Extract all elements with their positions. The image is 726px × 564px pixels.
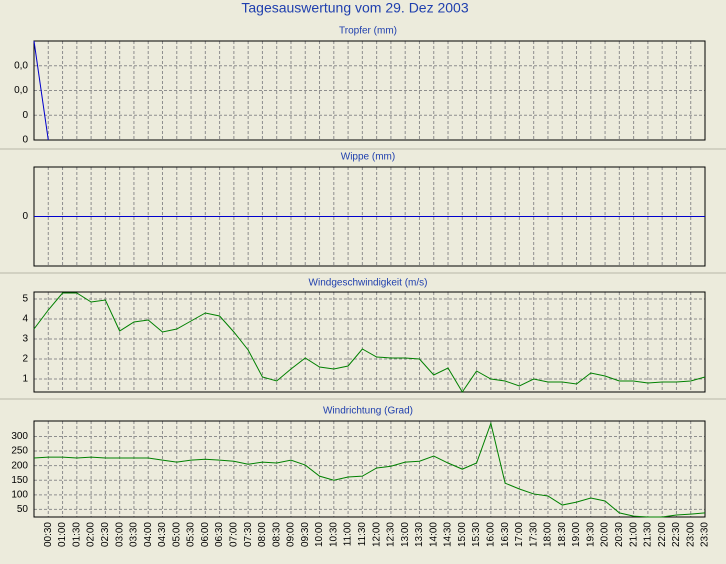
x-tick-label: 23:00 [685, 522, 696, 547]
y-tick-label: 1 [22, 374, 28, 385]
x-tick-label: 21:30 [643, 522, 654, 547]
x-tick-label: 10:30 [328, 522, 339, 547]
y-tick-label: 3 [22, 334, 28, 345]
y-tick-label: 0,0 [14, 60, 28, 71]
x-tick-label: 09:30 [300, 522, 311, 547]
x-tick-label: 07:30 [243, 522, 254, 547]
y-tick-label: 150 [11, 475, 28, 486]
y-tick-label: 50 [17, 504, 29, 515]
x-tick-label: 04:30 [157, 522, 168, 547]
x-tick-label: 06:00 [200, 522, 211, 547]
plot-frame [33, 420, 706, 518]
plot-frame [33, 291, 706, 393]
x-tick-label: 11:00 [343, 522, 354, 547]
data-line [33, 421, 706, 518]
y-tick-label: 250 [11, 446, 28, 457]
x-tick-label: 13:00 [400, 522, 411, 547]
x-tick-label: 18:30 [557, 522, 568, 547]
x-tick-label: 02:30 [100, 522, 111, 547]
panel-title: Tropfer (mm) [339, 26, 397, 37]
x-tick-label: 19:00 [571, 522, 582, 547]
x-tick-label: 18:00 [543, 522, 554, 547]
x-tick-label: 23:30 [700, 522, 711, 547]
y-tick-label: 0 [22, 211, 28, 222]
x-tick-label: 08:00 [257, 522, 268, 547]
x-tick-label: 21:00 [628, 522, 639, 547]
x-tick-label: 07:00 [229, 522, 240, 547]
x-tick-label: 14:00 [428, 522, 439, 547]
data-line [33, 292, 706, 393]
y-tick-label: 200 [11, 460, 28, 471]
x-tick-label: 10:00 [314, 522, 325, 547]
y-tick-label: 0,0 [14, 85, 28, 96]
x-tick-label: 05:00 [171, 522, 182, 547]
data-line [33, 40, 49, 141]
x-tick-label: 13:30 [414, 522, 425, 547]
x-tick-label: 03:00 [114, 522, 125, 547]
x-tick-label: 22:00 [657, 522, 668, 547]
panel-title: Wippe (mm) [341, 152, 395, 163]
x-tick-label: 14:30 [443, 522, 454, 547]
x-tick-label: 15:30 [471, 522, 482, 547]
x-tick-label: 01:30 [71, 522, 82, 547]
y-tick-label: 0 [22, 110, 28, 121]
y-tick-label: 0 [22, 135, 28, 146]
x-tick-label: 09:00 [286, 522, 297, 547]
x-tick-label: 22:30 [671, 522, 682, 547]
x-tick-label: 05:30 [186, 522, 197, 547]
x-tick-label: 08:30 [271, 522, 282, 547]
x-tick-label: 03:30 [129, 522, 140, 547]
x-tick-label: 01:00 [57, 522, 68, 547]
y-tick-label: 4 [22, 314, 28, 325]
panel-title: Windrichtung (Grad) [323, 406, 413, 417]
page-title: Tagesauswertung vom 29. Dez 2003 [241, 0, 468, 16]
x-tick-label: 16:30 [500, 522, 511, 547]
x-tick-label: 06:30 [214, 522, 225, 547]
x-tick-label: 19:30 [585, 522, 596, 547]
panel-title: Windgeschwindigkeit (m/s) [309, 278, 428, 289]
x-tick-label: 15:00 [457, 522, 468, 547]
x-tick-label: 12:30 [386, 522, 397, 547]
y-tick-label: 100 [11, 489, 28, 500]
x-tick-label: 20:00 [600, 522, 611, 547]
x-tick-label: 17:00 [514, 522, 525, 547]
x-tick-label: 11:30 [357, 522, 368, 547]
x-tick-label: 04:00 [143, 522, 154, 547]
x-tick-label: 00:30 [43, 522, 54, 547]
x-tick-label: 12:00 [371, 522, 382, 547]
y-tick-label: 300 [11, 431, 28, 442]
x-tick-label: 20:30 [614, 522, 625, 547]
plot-frame [33, 40, 706, 141]
x-tick-label: 02:00 [86, 522, 97, 547]
y-tick-label: 5 [22, 294, 28, 305]
x-tick-label: 16:00 [485, 522, 496, 547]
x-tick-label: 17:30 [528, 522, 539, 547]
y-tick-label: 2 [22, 354, 28, 365]
